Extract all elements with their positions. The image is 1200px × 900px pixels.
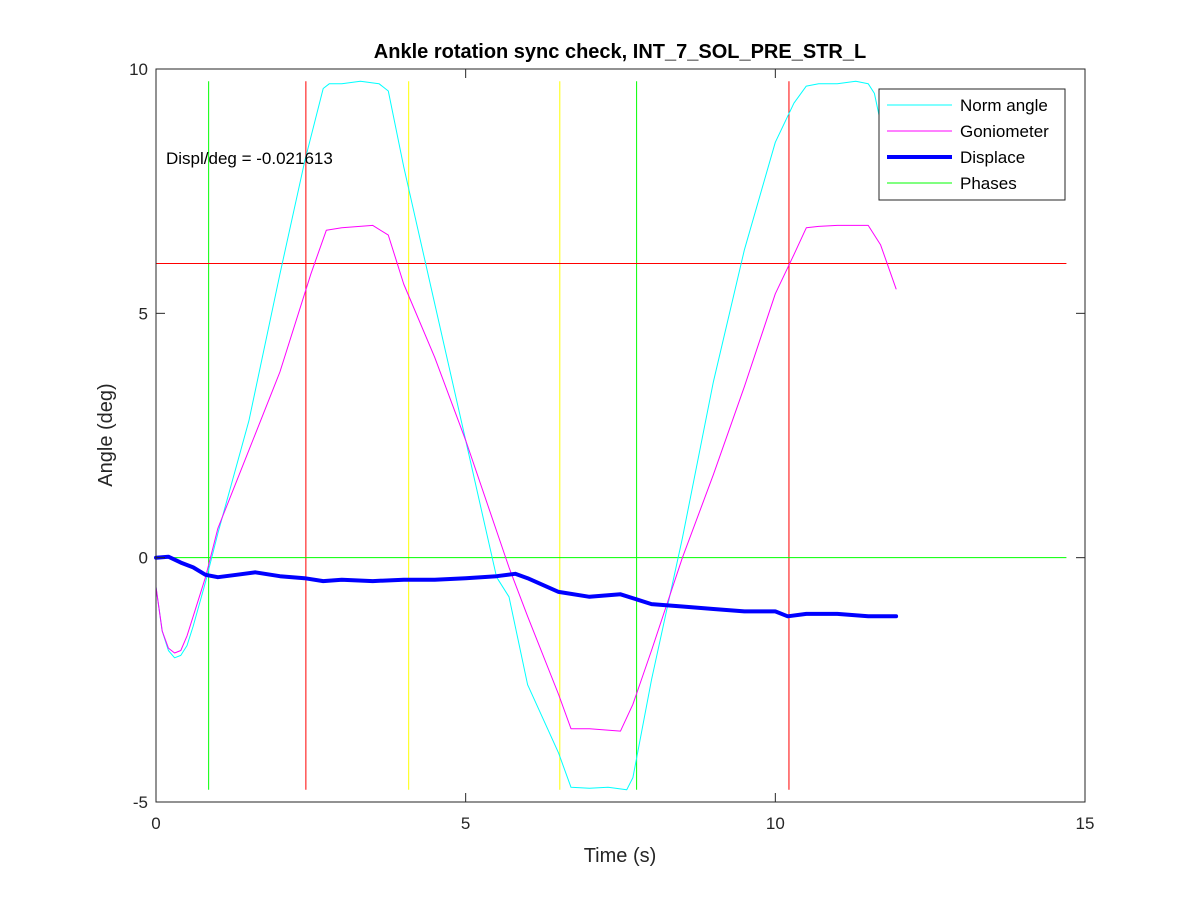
chart-title: Ankle rotation sync check, INT_7_SOL_PRE… <box>374 41 866 63</box>
y-tick-label: -5 <box>133 793 148 812</box>
legend-label-norm-angle: Norm angle <box>960 96 1048 115</box>
x-tick-label: 10 <box>766 814 785 833</box>
legend-label-goniometer: Goniometer <box>960 122 1049 141</box>
x-tick-label: 5 <box>461 814 470 833</box>
plot-frame <box>155 68 1086 803</box>
y-axis-label: Angle (deg) <box>95 383 117 486</box>
x-tick-label: 15 <box>1076 814 1095 833</box>
phase-lines <box>156 81 1067 790</box>
legend-box <box>878 88 1066 201</box>
series-lines <box>154 80 899 791</box>
legend-label-phases: Phases <box>960 174 1017 193</box>
displacement-annotation: Displ/deg = -0.021613 <box>166 149 333 168</box>
series-line-displace <box>154 554 899 619</box>
y-tick-label: 10 <box>129 60 148 79</box>
x-tick-label: 0 <box>151 814 160 833</box>
legend: Norm angle Goniometer Displace Phases <box>878 88 1066 201</box>
y-tick-label: 5 <box>139 304 148 323</box>
series-line-goniometer <box>155 224 897 732</box>
legend-label-displace: Displace <box>960 148 1025 167</box>
y-tick-label: 0 <box>139 549 148 568</box>
x-axis-label: Time (s) <box>584 845 657 867</box>
